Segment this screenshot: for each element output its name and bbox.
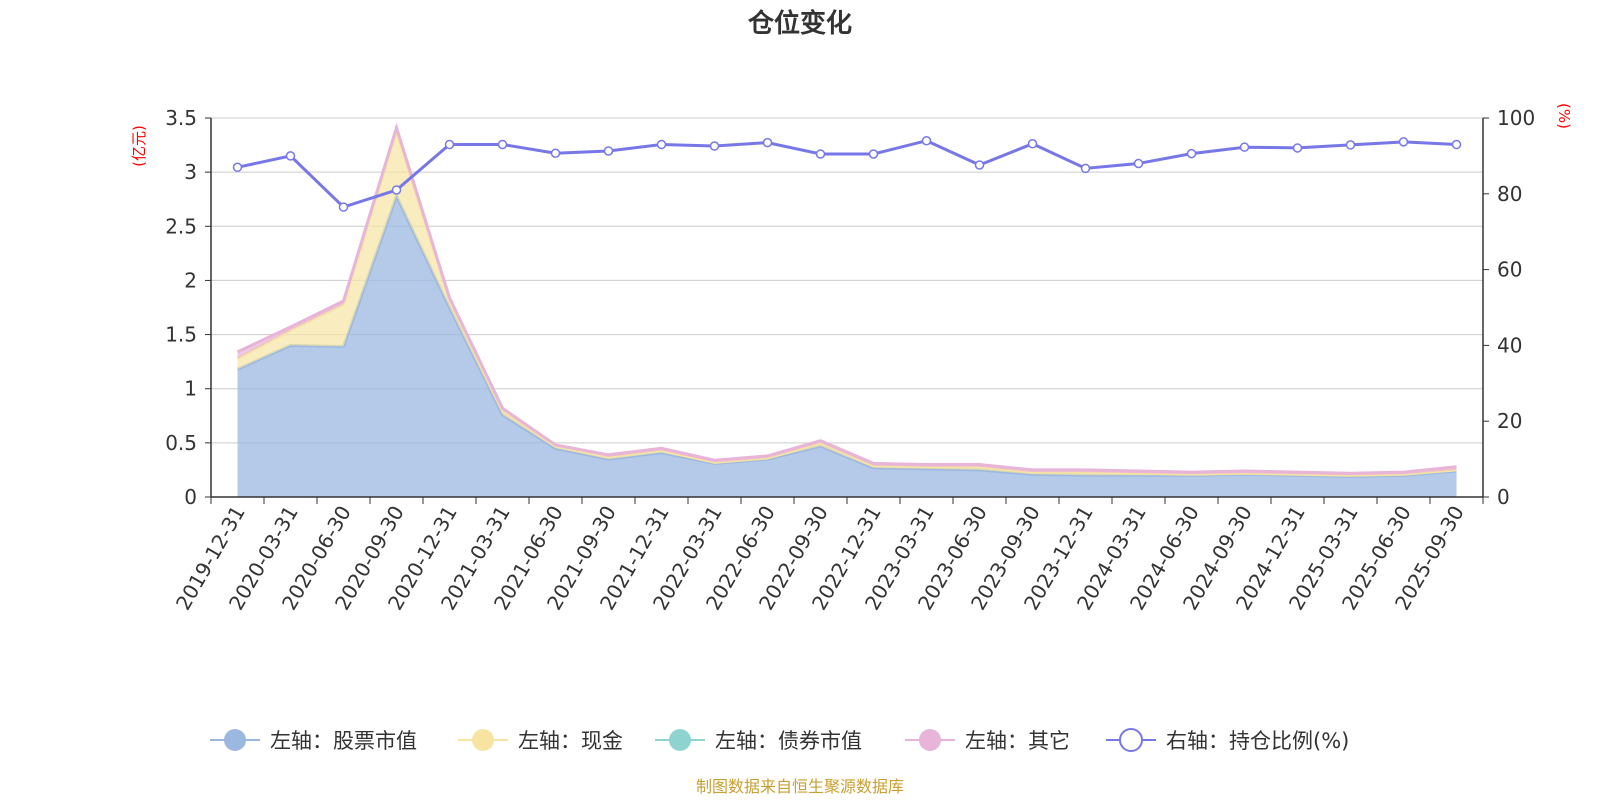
ratio-point (974, 160, 985, 170)
ratio-point (815, 149, 826, 159)
ratio-point (1133, 158, 1144, 169)
right-axis-unit: (%) (1555, 103, 1573, 129)
area-series-3-edge (236, 122, 1457, 475)
ratio-point (497, 139, 508, 150)
legend-item[interactable]: 右轴：持仓比例(%) (1106, 728, 1349, 753)
stacked-areas (236, 122, 1457, 497)
legend-item[interactable]: 左轴：其它 (905, 729, 1070, 753)
ratio-point (1345, 140, 1356, 150)
right-axis-tick-label: 0 (1497, 485, 1510, 509)
ratio-point (603, 146, 614, 156)
ratio-point (921, 135, 932, 146)
legend-circle-marker (669, 729, 691, 751)
ratio-point (1292, 143, 1303, 153)
ratio-point (1080, 163, 1091, 174)
legend-circle-marker (919, 729, 941, 751)
ratio-point (1027, 139, 1038, 149)
right-axis-tick-label: 100 (1497, 106, 1535, 130)
ratio-point (1451, 139, 1462, 150)
ratio-point (762, 137, 773, 148)
right-axis-tick-label: 60 (1497, 258, 1522, 282)
ratio-point (338, 202, 349, 212)
legend-label: 右轴：持仓比例(%) (1166, 729, 1349, 753)
ratio-point (709, 141, 720, 151)
ratio-line (237, 139, 1457, 209)
legend-circle-marker (1119, 728, 1143, 752)
ratio-point (1398, 137, 1409, 147)
right-axis-tick-label: 20 (1497, 409, 1522, 433)
left-axis-tick-label: 2.5 (165, 214, 197, 238)
legend-label: 左轴：现金 (518, 729, 623, 753)
ratio-point (656, 139, 667, 150)
left-axis-tick-label: 3.5 (165, 106, 197, 130)
left-axis-tick-label: 0.5 (165, 431, 197, 455)
legend-label: 左轴：其它 (965, 729, 1070, 753)
legend-item[interactable]: 左轴：现金 (458, 729, 623, 753)
left-axis-tick-label: 3 (184, 160, 197, 184)
legend-item[interactable]: 左轴：股票市值 (210, 729, 417, 753)
left-axis-tick-label: 2 (184, 268, 197, 292)
ratio-line-series (232, 135, 1462, 212)
legend-item[interactable]: 左轴：债券市值 (655, 729, 862, 753)
area-series-0 (237, 196, 1457, 497)
left-axis-tick-label: 0 (184, 485, 197, 509)
right-axis-tick-label: 80 (1497, 182, 1522, 206)
ratio-point (1239, 142, 1250, 152)
legend-label: 左轴：股票市值 (270, 729, 417, 753)
ratio-point (1186, 148, 1197, 159)
left-axis-unit: (亿元) (130, 125, 148, 167)
ratio-point (444, 139, 455, 150)
data-source-note: 制图数据来自恒生聚源数据库 (696, 777, 904, 796)
left-axis-tick-label: 1 (184, 377, 197, 401)
right-axis-tick-label: 40 (1497, 333, 1522, 357)
legend-label: 左轴：债券市值 (715, 729, 862, 753)
legend-circle-marker (472, 729, 494, 751)
ratio-point (232, 162, 243, 173)
legend: 左轴：股票市值 左轴：现金 左轴：债券市值 左轴：其它 右轴：持仓比例(%) (210, 728, 1349, 753)
ratio-point (550, 148, 561, 158)
left-axis-tick-label: 1.5 (165, 323, 197, 347)
ratio-point (391, 185, 402, 195)
chart-title: 仓位变化 (747, 8, 852, 39)
ratio-point (868, 149, 879, 159)
ratio-point (285, 151, 296, 161)
legend-circle-marker (224, 729, 246, 751)
